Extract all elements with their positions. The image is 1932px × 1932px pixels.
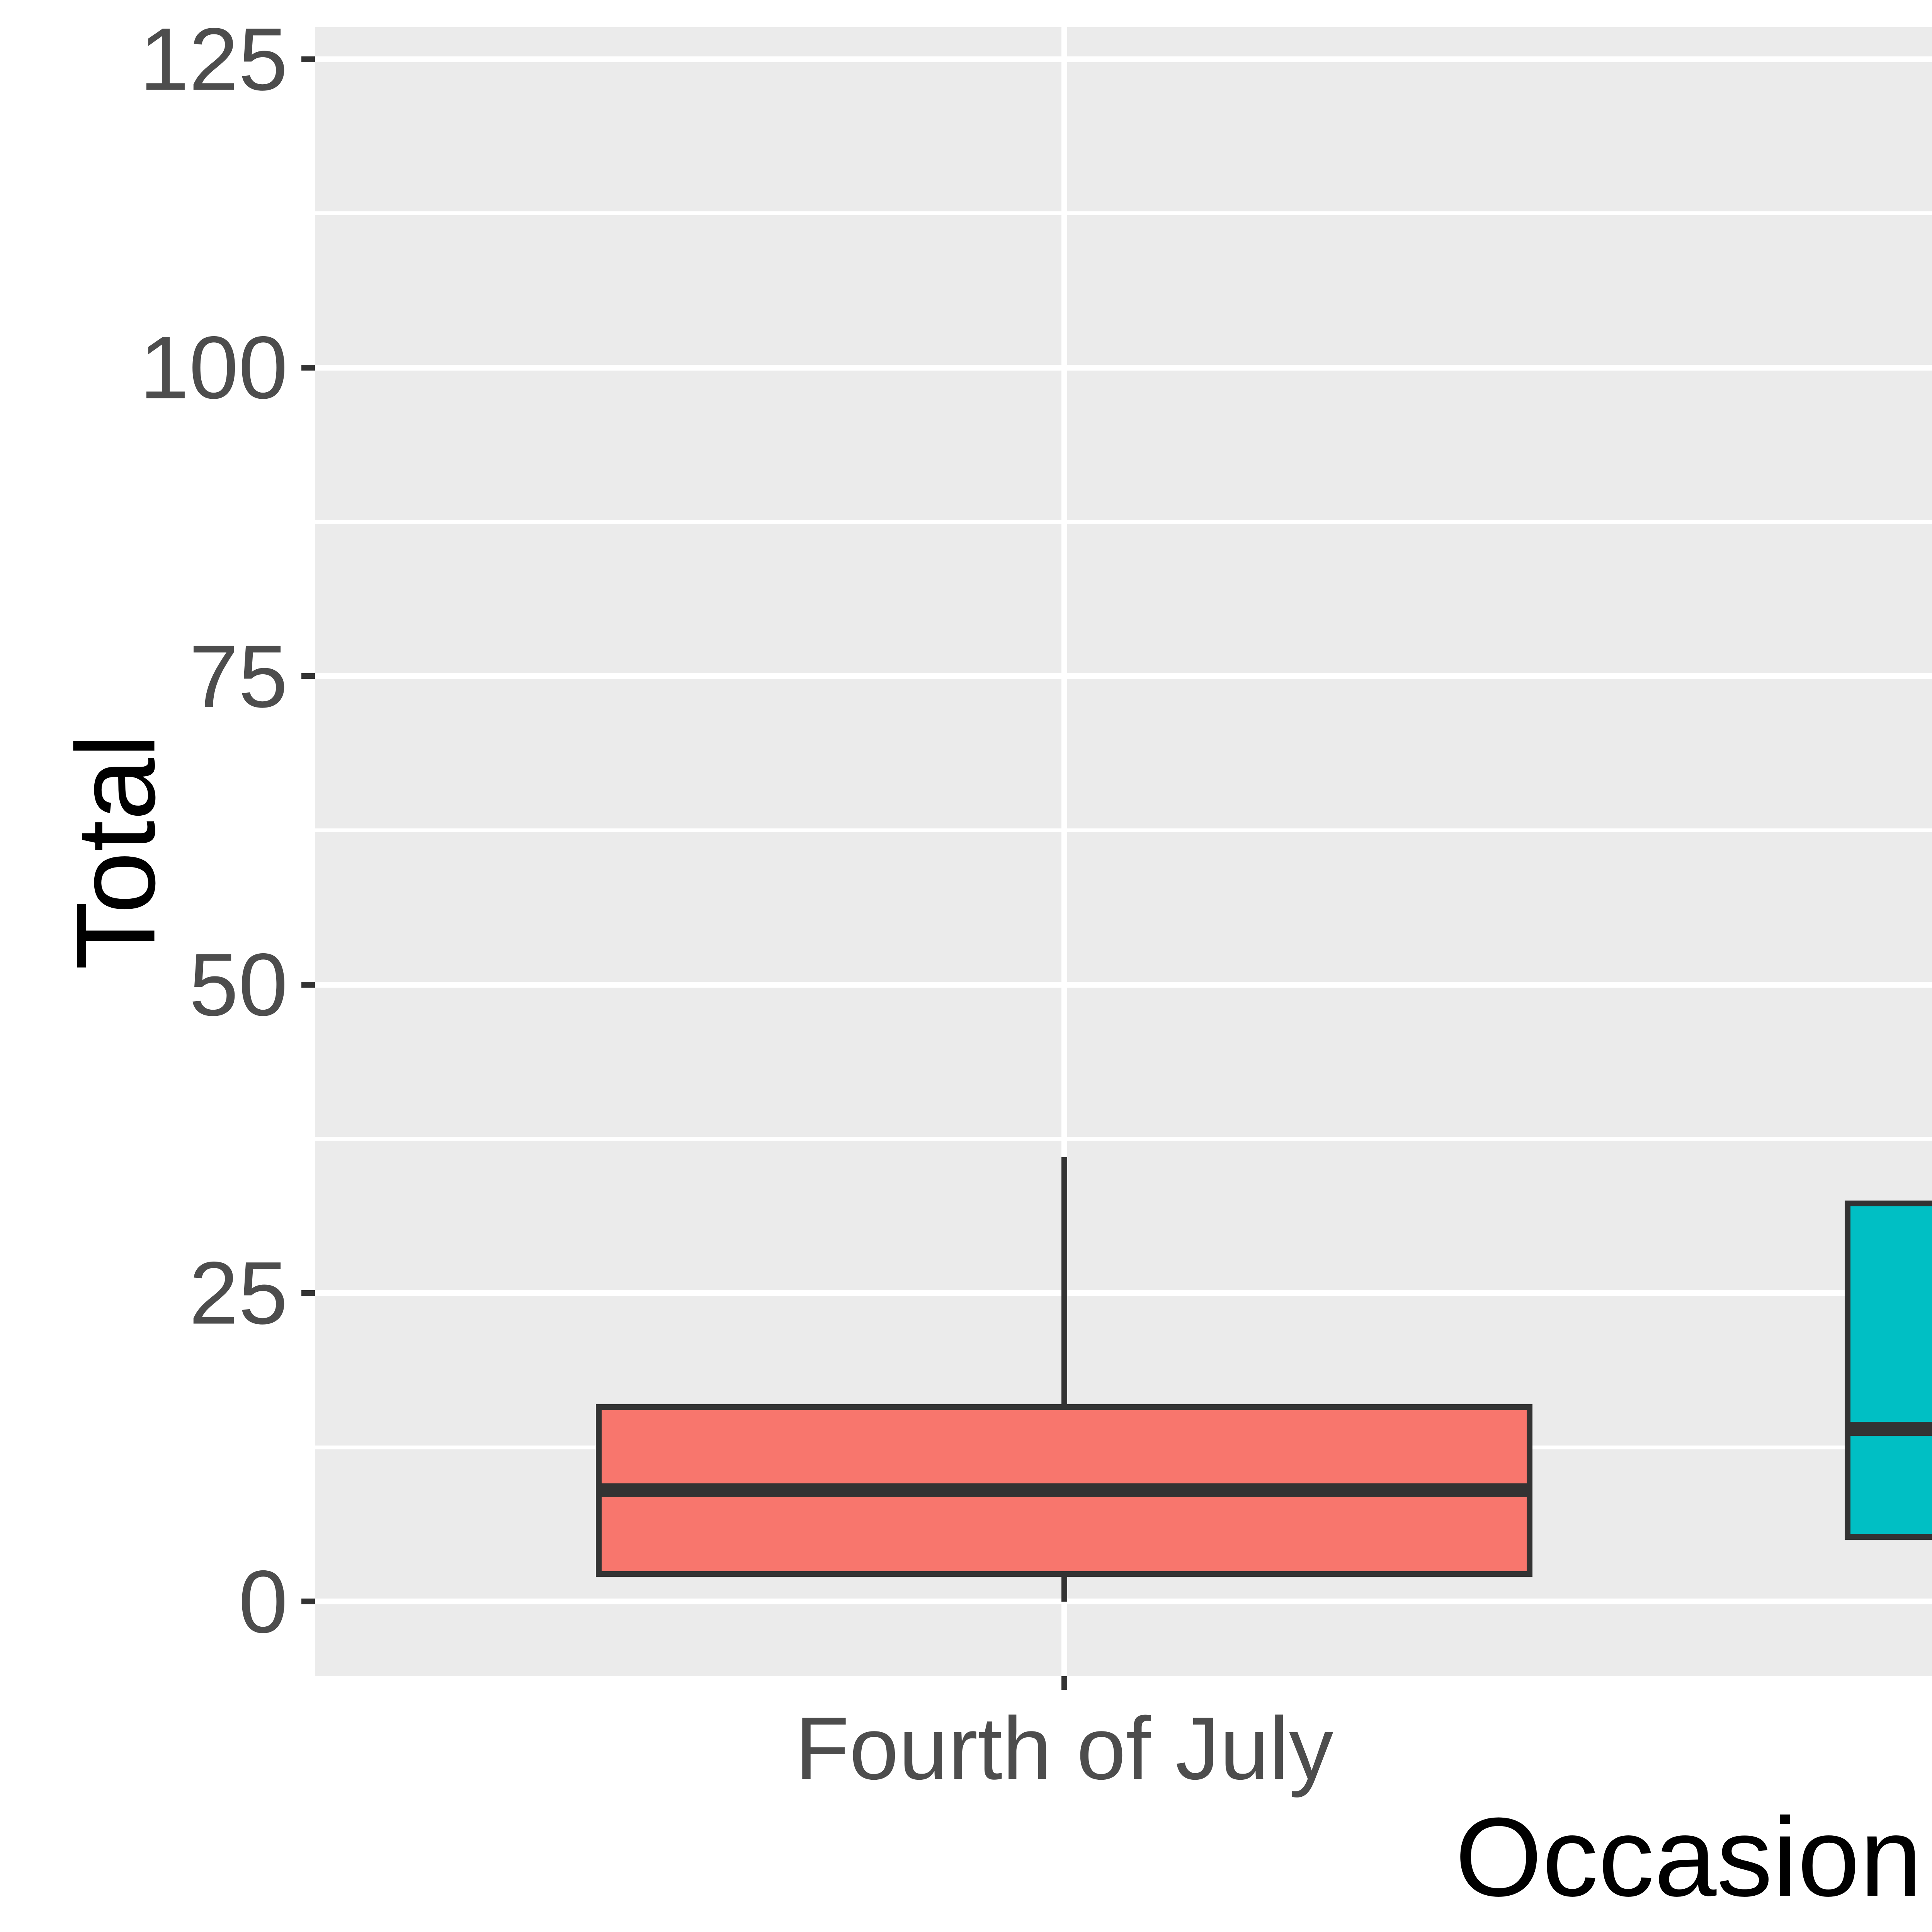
y-axis-tick [301,673,315,679]
minor-gridline [315,828,1932,832]
x-axis-tick [1061,1676,1067,1690]
major-gridline [315,1290,1932,1296]
y-axis-tick [301,56,315,62]
y-axis-tick-label: 125 [139,9,288,109]
x-axis-title: Occasion [1455,1794,1922,1920]
major-gridline [315,56,1932,62]
lower-whisker [1061,1577,1067,1602]
box-normal-thursday [1844,1200,1932,1540]
major-gridline [315,364,1932,371]
y-axis-tick [301,1290,315,1296]
y-axis-tick [301,364,315,371]
minor-gridline [315,520,1932,524]
major-gridline [315,1599,1932,1605]
x-axis-tick-label: Fourth of July [795,1699,1333,1798]
y-axis-tick [301,981,315,988]
y-axis-tick [301,1599,315,1605]
y-axis-tick-label: 100 [139,318,288,417]
minor-gridline [315,211,1932,216]
upper-whisker [1061,1157,1067,1404]
major-gridline [315,673,1932,679]
median-line [596,1483,1533,1498]
y-axis-tick-label: 75 [189,626,288,726]
y-axis-tick-label: 0 [238,1552,288,1651]
median-line [1844,1422,1932,1436]
plot-panel [315,27,1932,1676]
minor-gridline [315,1137,1932,1141]
y-axis-tick-label: 25 [189,1243,288,1343]
major-gridline [315,981,1932,988]
y-axis-tick-label: 50 [189,935,288,1034]
